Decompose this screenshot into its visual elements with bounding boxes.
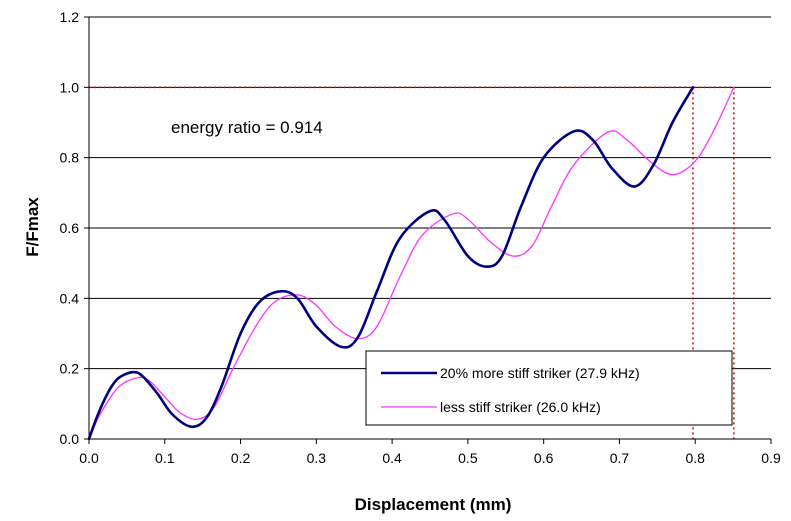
axes (84, 16, 772, 444)
energy-ratio-annotation: energy ratio = 0.914 (171, 118, 323, 137)
x-tick-label-3: 0.3 (307, 450, 327, 466)
series-line-1 (87, 86, 695, 441)
y-tick-label-5: 1.0 (60, 79, 80, 95)
y-tick-label-1: 0.2 (60, 361, 80, 377)
legend-label-series-2: less stiff striker (26.0 kHz) (440, 399, 601, 415)
y-tick-label-4: 0.8 (60, 150, 80, 166)
x-tick-label-6: 0.6 (534, 450, 554, 466)
x-axis-title: Displacement (mm) (355, 495, 512, 514)
y-tick-label-2: 0.4 (60, 290, 80, 306)
x-tick-label-8: 0.8 (685, 450, 705, 466)
legend: 20% more stiff striker (27.9 kHz) less s… (365, 350, 733, 426)
y-tick-label-6: 1.2 (60, 9, 80, 25)
tick-labels: 0.0 0.2 0.4 0.6 0.8 1.0 1.2 0.0 0.1 0.2 0.3 0.4 0.5 0… (60, 9, 781, 466)
grid-lines (89, 16, 771, 370)
x-tick-label-0: 0.0 (79, 450, 99, 466)
x-tick-label-7: 0.7 (610, 450, 630, 466)
series-lines (87, 86, 735, 441)
x-tick-label-9: 0.9 (761, 450, 781, 466)
x-tick-label-2: 0.2 (231, 450, 251, 466)
x-tick-label-4: 0.4 (382, 450, 402, 466)
y-tick-label-0: 0.0 (60, 431, 80, 447)
y-axis-title: F/Fmax (23, 197, 42, 257)
reference-lines (89, 86, 735, 439)
legend-box (365, 350, 733, 426)
legend-label-series-1: 20% more stiff striker (27.9 kHz) (440, 365, 640, 381)
y-tick-label-3: 0.6 (60, 220, 80, 236)
series-line-2 (88, 86, 735, 440)
x-tick-label-5: 0.5 (458, 450, 478, 466)
x-tick-label-1: 0.1 (155, 450, 175, 466)
